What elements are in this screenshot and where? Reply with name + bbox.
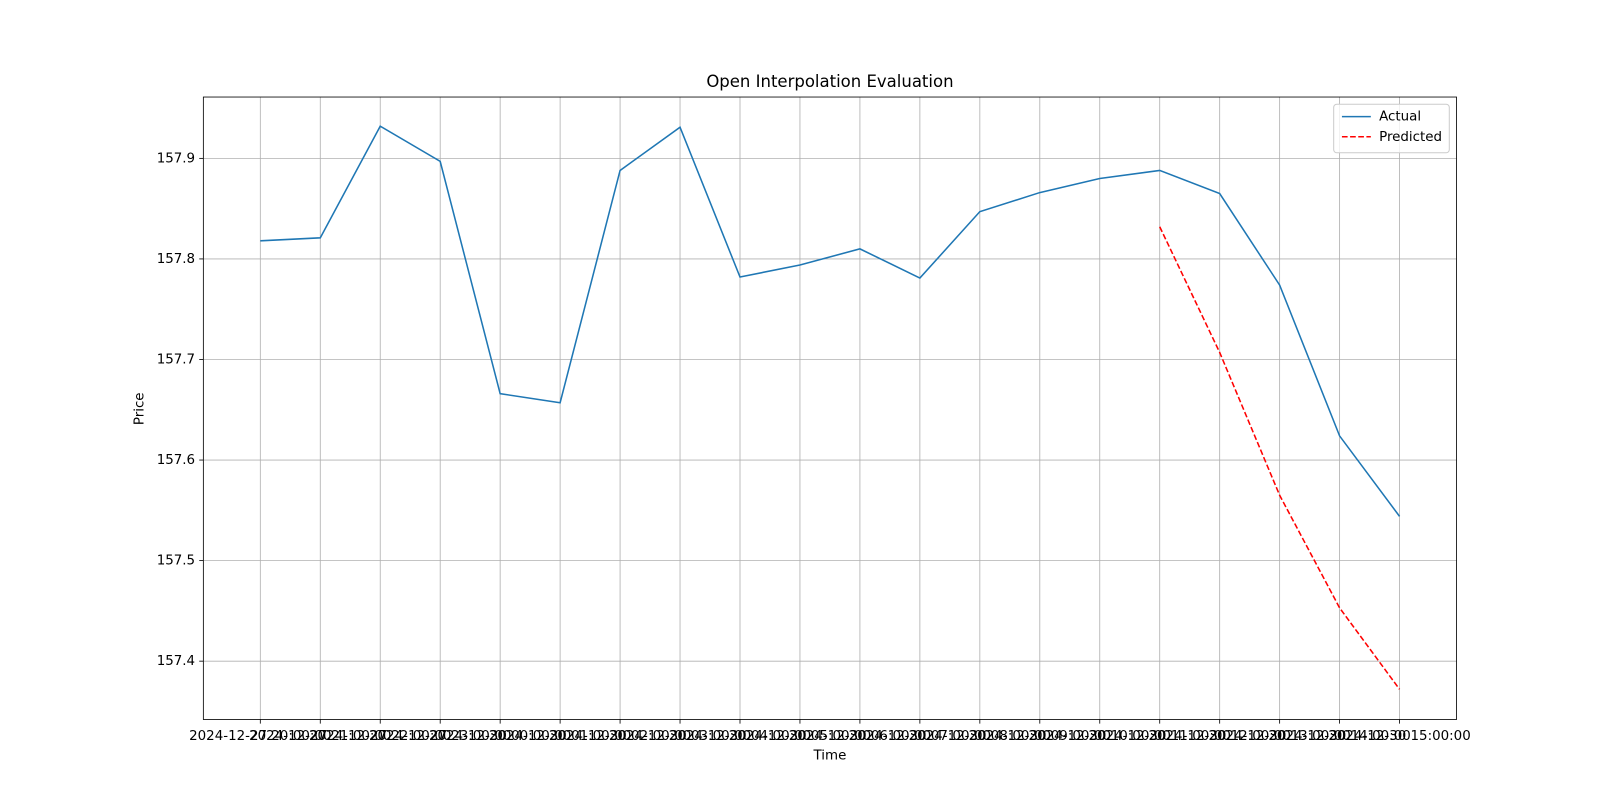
series-line <box>1159 226 1401 690</box>
x-tick-label: 2024-12-30 15:00:00 <box>1328 729 1470 744</box>
y-tick-label: 157.6 <box>157 453 195 468</box>
y-tick-label: 157.9 <box>157 151 195 166</box>
y-tick-label: 157.5 <box>157 554 195 569</box>
y-tick-label: 157.4 <box>157 654 195 669</box>
x-tick-label: 2024-12-30 08:00:00 <box>909 729 1051 744</box>
legend-label: Actual <box>1379 110 1421 125</box>
y-tick-label: 157.8 <box>157 252 195 267</box>
x-tick-label: 2024-12-30 13:00:00 <box>1208 729 1350 744</box>
x-tick-label: 2024-12-30 09:00:00 <box>969 729 1111 744</box>
chart-title: Open Interpolation Evaluation <box>706 72 953 91</box>
x-tick-label: 2024-12-30 14:00:00 <box>1268 729 1410 744</box>
x-tick-label: 2024-12-27 20:00:00 <box>189 729 331 744</box>
legend-label: Predicted <box>1379 130 1442 145</box>
y-tick-label: 157.7 <box>157 352 195 367</box>
x-tick-label: 2024-12-30 01:00:00 <box>489 729 631 744</box>
x-tick-label: 2024-12-27 23:00:00 <box>369 729 511 744</box>
x-tick-label: 2024-12-30 05:00:00 <box>729 729 871 744</box>
y-axis-label: Price <box>132 392 147 425</box>
x-tick-label: 2024-12-30 04:00:00 <box>669 729 811 744</box>
x-tick-label: 2024-12-27 22:00:00 <box>309 729 451 744</box>
x-tick-label: 2024-12-27 21:00:00 <box>249 729 391 744</box>
x-tick-label: 2024-12-30 10:00:00 <box>1029 729 1171 744</box>
plot-frame <box>202 96 1457 720</box>
series-line <box>260 125 1401 517</box>
x-axis-label: Time <box>813 749 847 764</box>
x-tick-label: 2024-12-30 07:00:00 <box>849 729 991 744</box>
x-tick-label: 2024-12-30 02:00:00 <box>549 729 691 744</box>
x-tick-label: 2024-12-30 06:00:00 <box>789 729 931 744</box>
x-tick-label: 2024-12-30 03:00:00 <box>609 729 751 744</box>
x-tick-label: 2024-12-30 11:00:00 <box>1089 729 1231 744</box>
x-tick-label: 2024-12-30 12:00:00 <box>1148 729 1290 744</box>
x-tick-label: 2024-12-30 00:00:00 <box>429 729 571 744</box>
